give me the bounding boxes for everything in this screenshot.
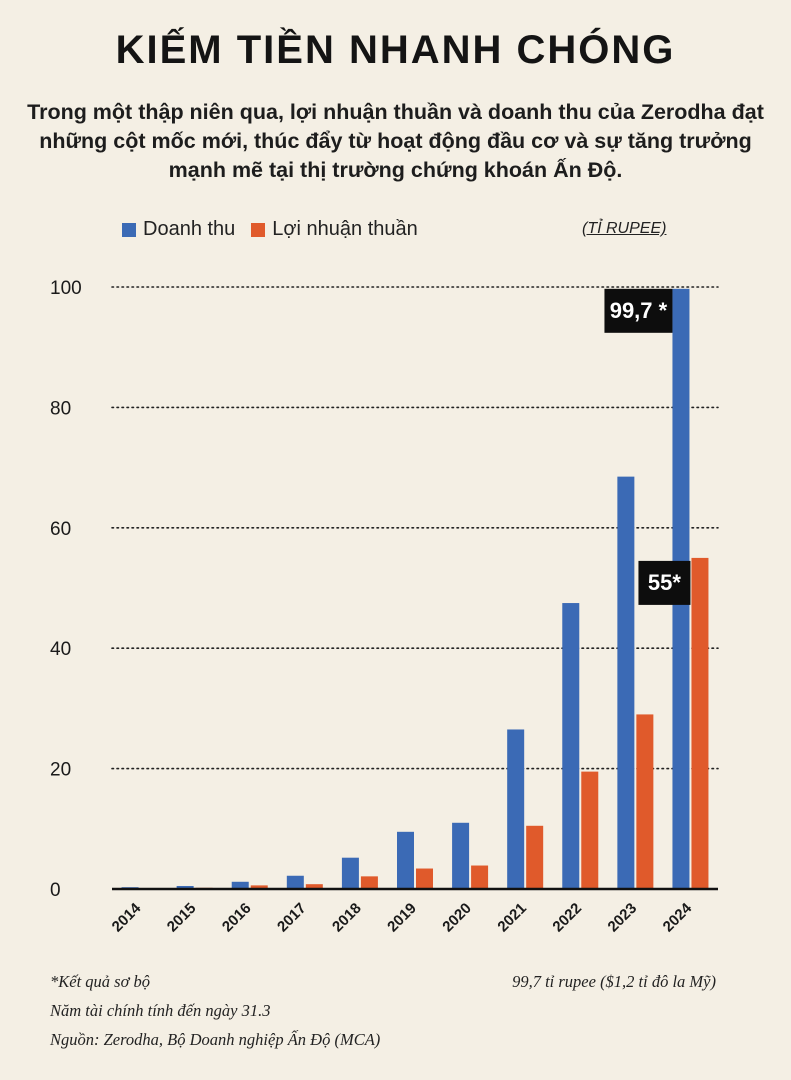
legend-swatch-profit [251,222,266,237]
chart-subtitle: Trong một thập niên qua, lợi nhuận thuần… [27,100,764,182]
bar-profit-2016 [250,885,268,889]
bar-revenue-2021 [507,729,525,889]
x-tick-label-2017: 2017 [274,900,310,936]
y-tick-label-0: 0 [50,880,61,901]
footnote-source: Nguồn: Zerodha, Bộ Doanh nghiệp Ấn Độ (M… [50,1030,381,1049]
footnote-preliminary: *Kết quả sơ bộ [50,972,151,991]
page-title: KIẾM TIỀN NHANH CHÓNG [115,28,676,72]
y-tick-label-20: 20 [50,760,71,781]
unit-label: (TỈ RUPEE) [582,220,667,237]
legend-item-profit: Lợi nhuận thuần [251,218,418,241]
bar-profit-2020 [471,865,489,889]
bar-revenue-2016 [231,881,249,889]
bar-profit-2017 [305,884,323,889]
annotation-label-profit: 55* [648,570,681,595]
x-tick-label-2018: 2018 [329,900,365,936]
x-tick-label-2015: 2015 [164,900,200,936]
bar-revenue-2023 [617,476,635,889]
annotation-box-profit [638,560,691,605]
bar-profit-2022 [581,771,599,889]
x-tick-label-2016: 2016 [219,900,255,936]
bar-revenue-2022 [562,603,580,889]
bar-revenue-2018 [341,857,359,889]
y-tick-label-100: 100 [50,278,82,299]
chart-legend: Doanh thu Lợi nhuận thuần [122,218,434,241]
bar-revenue-2019 [397,831,414,889]
x-tick-label-2021: 2021 [494,900,530,936]
bar-profit-2019 [416,868,433,889]
legend-label-profit: Lợi nhuận thuần [272,218,418,240]
x-tick-label-2019: 2019 [384,900,420,936]
bar-revenue-2017 [286,875,304,889]
x-tick-label-2022: 2022 [549,900,585,936]
footnotes: *Kết quả sơ bộ 99,7 tỉ rupee ($1,2 tỉ đô… [50,972,740,1059]
bar-chart: 0 20 40 60 80 100 2014 2015 2016 2017 2018 2019 2020… [50,278,719,936]
bar-profit-2018 [360,876,378,889]
legend-item-revenue: Doanh thu [122,218,235,241]
y-tick-label-40: 40 [50,639,71,660]
x-tick-label-2024: 2024 [660,899,696,935]
bar-profit-2024 [691,557,709,889]
bar-revenue-2020 [452,822,470,889]
bar-profit-2023 [636,714,654,889]
bar-revenue-2015 [176,885,194,889]
footnote-conversion: 99,7 tỉ rupee ($1,2 tỉ đô la Mỹ) [512,972,716,991]
x-tick-label-2020: 2020 [439,900,475,936]
footnote-fiscal-year: Năm tài chính tính đến ngày 31.3 [50,1001,271,1020]
bar-profit-2021 [526,825,544,889]
annotation-label-revenue: 99,7 * [610,298,668,323]
x-tick-label-2023: 2023 [605,900,641,936]
annotation-box-revenue [604,288,673,333]
y-tick-label-60: 60 [50,519,71,540]
legend-label-revenue: Doanh thu [143,218,236,240]
legend-swatch-revenue [122,222,136,237]
x-tick-label-2014: 2014 [109,899,145,935]
y-tick-label-80: 80 [50,398,71,419]
